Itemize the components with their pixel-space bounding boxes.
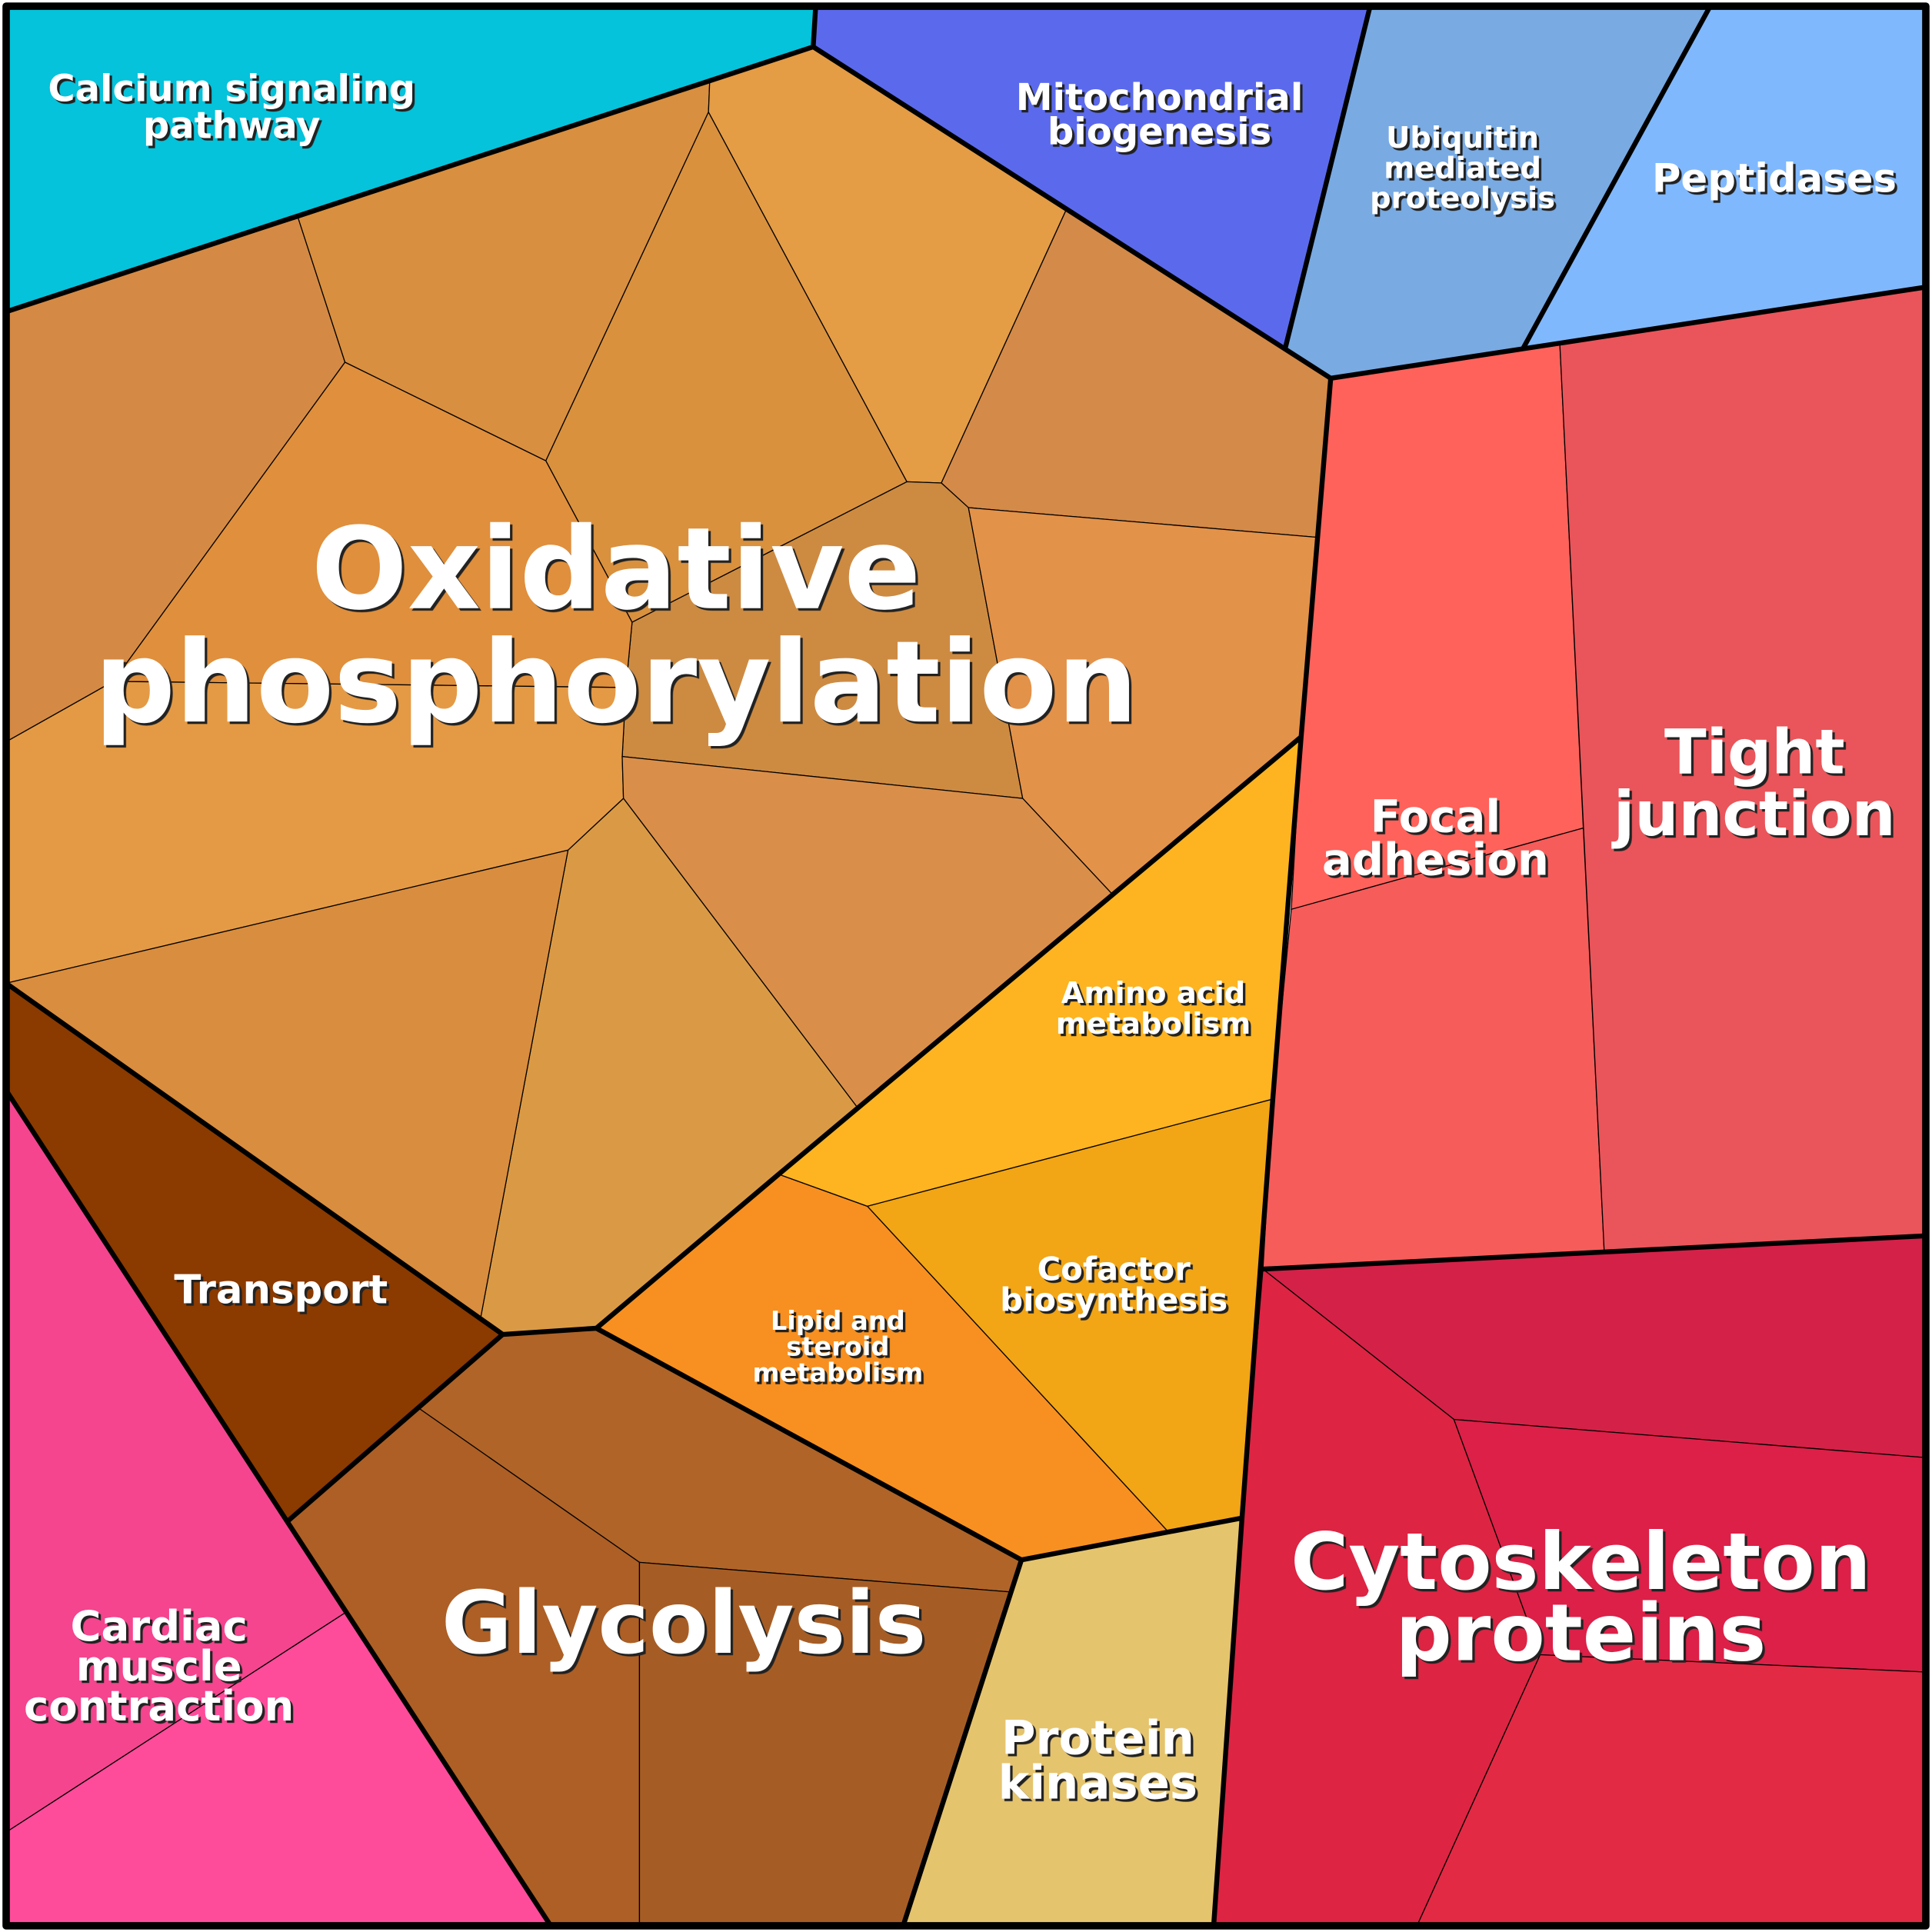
label-line: metabolism xyxy=(752,1357,923,1387)
region-label: Glycolysis xyxy=(441,1574,926,1674)
label-line: biosynthesis xyxy=(1000,1281,1227,1318)
group-border xyxy=(5,44,1927,381)
group-border xyxy=(1521,5,1713,350)
group-border xyxy=(1021,1515,1243,1563)
label-line: Cofactor xyxy=(1038,1250,1191,1287)
label-line: Ubiquitin xyxy=(1386,121,1539,155)
region-label: Amino acid metabolism xyxy=(1056,975,1251,1041)
label-line: Mitochondrial xyxy=(1016,76,1304,119)
region-label: Tight junction xyxy=(1611,717,1896,850)
label-line: Glycolysis xyxy=(441,1574,926,1674)
label-line: Oxidative xyxy=(311,502,921,635)
group-border xyxy=(1211,378,1334,1927)
region-label: Protein kinases xyxy=(998,1710,1198,1810)
region-label: Cofactor biosynthesis xyxy=(1000,1250,1227,1318)
label-line: Amino acid xyxy=(1061,975,1246,1010)
label-line: metabolism xyxy=(1056,1006,1251,1041)
cells xyxy=(5,5,1927,1927)
label-line: proteins xyxy=(1395,1588,1766,1680)
label-line: Transport xyxy=(174,1267,388,1314)
label-line: biogenesis xyxy=(1048,111,1271,154)
label-line: proteolysis xyxy=(1370,181,1555,215)
region-label: Transport xyxy=(174,1267,388,1314)
region-label: Cytoskeleton proteins xyxy=(1291,1517,1871,1680)
region-label: Ubiquitin mediated proteolysis xyxy=(1370,121,1555,216)
label-line: Cardiac xyxy=(71,1601,248,1651)
label-line: junction xyxy=(1611,778,1896,850)
group-border xyxy=(811,5,818,48)
label-line: kinases xyxy=(998,1755,1198,1810)
label-line: Calcium signaling xyxy=(48,68,415,111)
label-line: adhesion xyxy=(1322,833,1549,885)
region-label: Peptidases xyxy=(1652,156,1897,202)
label-line: Tight xyxy=(1664,717,1845,788)
label-line: steroid xyxy=(786,1331,889,1361)
label-line: contraction xyxy=(24,1681,294,1730)
cell xyxy=(112,361,633,688)
label-line: pathway xyxy=(143,105,321,148)
label-line: phosphorylation xyxy=(95,616,1138,748)
label-line: Protein xyxy=(1001,1710,1194,1765)
label-line: Focal xyxy=(1371,790,1501,842)
label-line: muscle xyxy=(76,1641,242,1690)
label-line: Lipid and xyxy=(771,1305,905,1335)
region-label: Mitochondrial biogenesis xyxy=(1016,76,1304,154)
region-label: Oxidative phosphorylation xyxy=(95,502,1138,748)
group-border xyxy=(1282,5,1373,350)
group-border xyxy=(1262,1233,1927,1272)
region-label: Calcium signaling pathway xyxy=(48,68,415,148)
label-line: Peptidases xyxy=(1652,156,1897,202)
label-line: mediated xyxy=(1384,151,1541,185)
region-label: Cardiac muscle contraction xyxy=(24,1601,294,1730)
group-border xyxy=(285,1332,505,1524)
region-label: Lipid and steroid metabolism xyxy=(752,1305,923,1387)
label-line: Cytoskeleton xyxy=(1291,1517,1871,1608)
region-label: Focal adhesion xyxy=(1322,790,1549,885)
group-border xyxy=(4,1089,553,1927)
